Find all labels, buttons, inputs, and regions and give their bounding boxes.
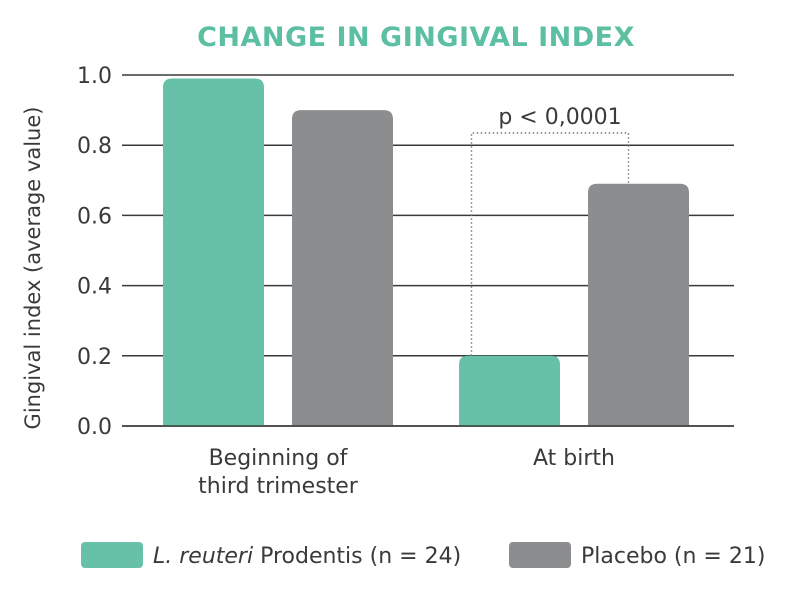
y-tick-label: 1.0	[77, 64, 112, 89]
y-axis-label: Gingival index (average value)	[21, 107, 45, 430]
legend-swatch-placebo	[509, 542, 571, 568]
y-tick-label: 0.6	[77, 204, 112, 229]
legend-label-reuteri: L. reuteri Prodentis (n = 24)	[153, 544, 461, 569]
bar-placebo-0	[292, 110, 393, 426]
significance-annotation: p < 0,0001	[470, 105, 630, 356]
bars	[122, 78, 734, 427]
p-value-label: p < 0,0001	[498, 105, 621, 130]
x-axis-categories: Beginning of third trimester At birth	[198, 446, 615, 499]
y-tick-label: 0.4	[77, 275, 112, 300]
legend-swatch-reuteri	[81, 542, 143, 568]
y-tick-label: 0.2	[77, 345, 112, 370]
bar-placebo-1	[588, 183, 689, 426]
x-category-label: Beginning of	[209, 446, 349, 471]
legend-label-placebo: Placebo (n = 21)	[581, 544, 765, 569]
x-category-label: At birth	[533, 446, 615, 471]
bar-reuteri-1	[459, 355, 560, 426]
y-axis-ticks: 0.0 0.2 0.4 0.6 0.8 1.0	[77, 64, 112, 440]
y-tick-label: 0.0	[77, 415, 112, 440]
legend: L. reuteri Prodentis (n = 24) Placebo (n …	[81, 542, 765, 569]
bar-reuteri-0	[163, 78, 264, 426]
x-category-label: third trimester	[198, 474, 359, 499]
y-tick-label: 0.8	[77, 134, 112, 159]
chart-title: CHANGE IN GINGIVAL INDEX	[197, 22, 635, 53]
significance-bracket	[470, 132, 630, 356]
